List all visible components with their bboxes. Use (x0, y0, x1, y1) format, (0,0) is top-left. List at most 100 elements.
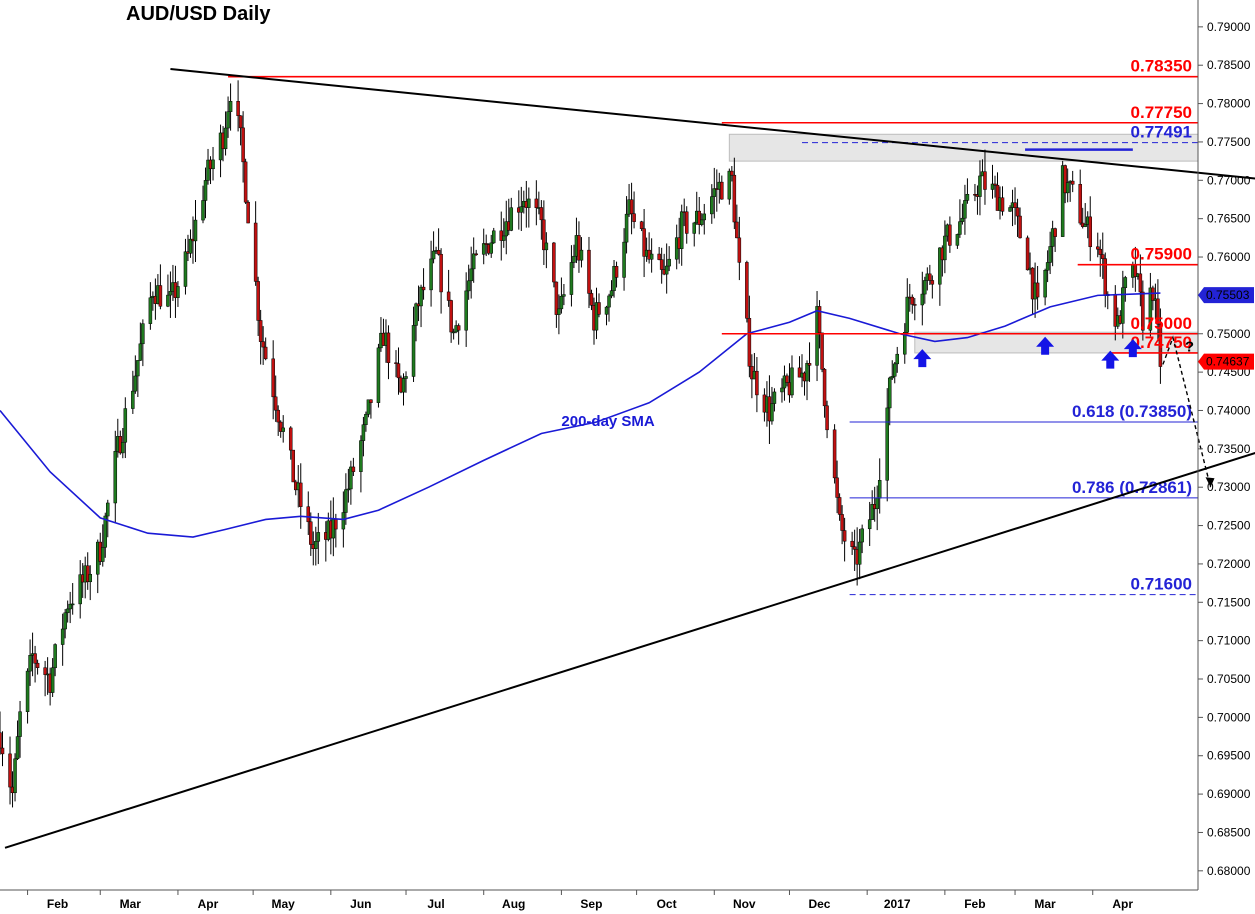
candle-body (860, 528, 864, 543)
candle-body (835, 477, 839, 498)
sma-annotation: 200-day SMA (561, 413, 655, 430)
support-arrow-icon (1101, 350, 1120, 369)
candle-body (842, 530, 847, 542)
candle-body (577, 235, 581, 261)
candle-body (732, 174, 737, 223)
candle-body (910, 296, 915, 305)
candle-body (349, 466, 353, 490)
y-tick-label: 0.72000 (1207, 557, 1251, 571)
zones (728, 133, 1199, 354)
x-tick-label: Mar (120, 897, 142, 911)
candle-body (101, 547, 105, 562)
candle-body (63, 612, 67, 630)
candle-body (1053, 228, 1057, 237)
candle-body (852, 546, 857, 550)
candle-body (419, 286, 423, 307)
candle-body (68, 603, 72, 610)
candle-body (747, 318, 752, 367)
sma-200-line (0, 292, 1161, 538)
candle-body (394, 362, 398, 364)
candle-body (559, 295, 564, 310)
price-badge-label: 0.75503 (1206, 288, 1250, 302)
candle-body (820, 332, 824, 370)
candle-body (963, 200, 967, 219)
candle-body (993, 183, 997, 186)
candle-body (253, 222, 258, 282)
candle-body (948, 224, 952, 246)
candle-body (33, 653, 37, 664)
support-arrow-icon (913, 349, 932, 368)
price-badge-label: 0.74637 (1206, 355, 1250, 369)
candle-body (474, 253, 478, 256)
candle-body (1121, 287, 1125, 324)
candle-body (890, 376, 894, 379)
candle-body (256, 281, 260, 321)
candle-body (667, 258, 671, 267)
candle-body (226, 111, 230, 129)
candle-body (316, 532, 321, 542)
y-tick-label: 0.78500 (1207, 58, 1251, 72)
candle-body (920, 293, 925, 306)
y-tick-label: 0.79000 (1207, 20, 1251, 34)
x-tick-label: Oct (657, 897, 677, 911)
y-tick-label: 0.70000 (1207, 710, 1251, 724)
candle-body (201, 200, 205, 221)
candle-body (28, 655, 32, 672)
candle-body (366, 399, 371, 415)
candle-body (243, 161, 248, 203)
candle-body (1158, 323, 1163, 367)
candle-body (822, 369, 827, 407)
candle-body (712, 188, 717, 197)
candle-body (943, 235, 947, 261)
candle-body (664, 265, 669, 275)
candle-body (18, 711, 22, 737)
y-tick-label: 0.71000 (1207, 634, 1251, 648)
candle-body (123, 408, 128, 443)
candle-body (612, 266, 616, 291)
candle-body (471, 253, 476, 270)
resistance-zone (728, 133, 1199, 162)
support-arrow-icon (1036, 336, 1055, 355)
candle-body (562, 294, 566, 297)
candle-body (1063, 165, 1067, 194)
candle-body (622, 241, 626, 278)
candle-body (386, 332, 391, 363)
y-tick-label: 0.76500 (1207, 212, 1251, 226)
y-tick-label: 0.77000 (1207, 173, 1251, 187)
candle-body (983, 171, 987, 190)
candle-body (857, 541, 862, 565)
candle-body (334, 519, 338, 530)
price-badge (1198, 353, 1254, 370)
candle-body (1078, 184, 1082, 224)
candle-body (509, 207, 514, 231)
candle-body (867, 519, 872, 530)
candle-body (70, 603, 75, 606)
upper-trendline (170, 68, 1255, 180)
candle-body (702, 213, 707, 221)
candle-body (958, 221, 962, 235)
candle-body (1148, 287, 1153, 331)
candle-body (679, 211, 684, 249)
candle-body (241, 127, 245, 163)
candle-body (8, 753, 12, 788)
candle-body (587, 249, 591, 294)
candle-body (1045, 262, 1050, 271)
candle-body (978, 175, 982, 197)
candle-body (930, 280, 935, 285)
candle-body (489, 242, 493, 254)
candle-body (85, 565, 90, 583)
candle-body (1138, 273, 1143, 293)
candle-body (133, 375, 138, 392)
x-tick-label: Sep (580, 897, 602, 911)
x-tick-label: Nov (733, 897, 756, 911)
candle-body (797, 367, 802, 378)
candle-body (60, 628, 65, 645)
candle-body (451, 331, 456, 334)
candle-body (1095, 246, 1100, 250)
candle-body (502, 235, 506, 241)
candle-body (544, 242, 549, 251)
y-tick-label: 0.69000 (1207, 787, 1251, 801)
level-label: 0.71600 (1131, 575, 1192, 594)
projection-path (1162, 335, 1212, 488)
candle-body (206, 159, 210, 181)
